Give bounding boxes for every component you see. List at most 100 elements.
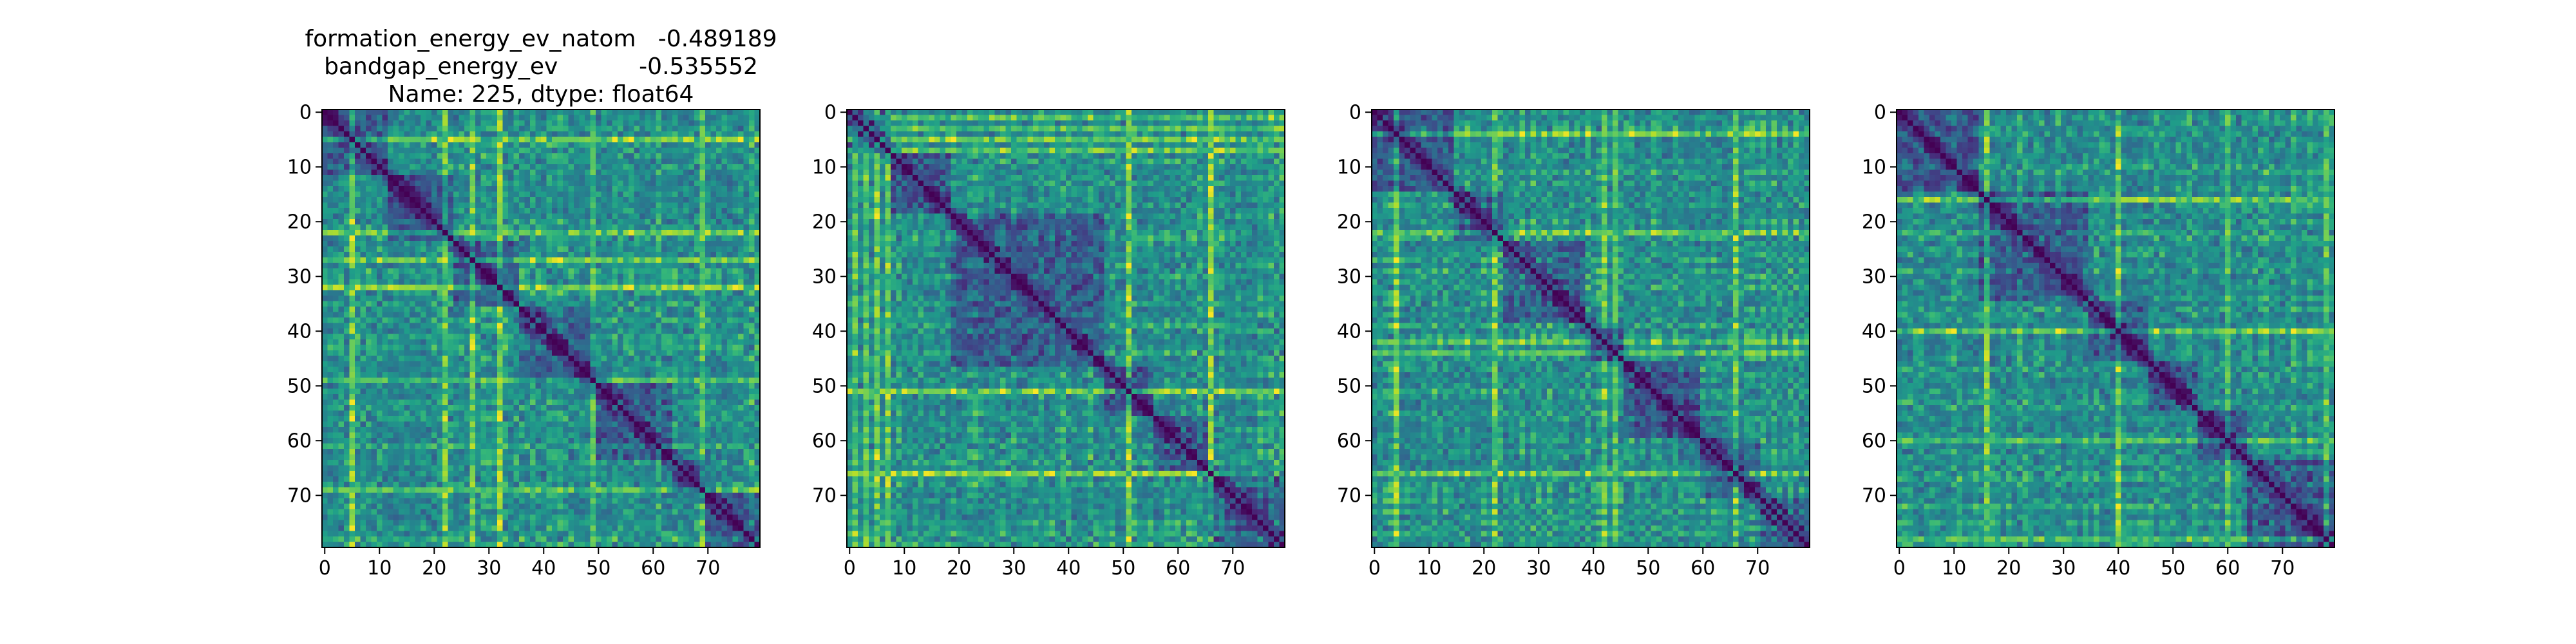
heatmap-cell	[415, 274, 421, 280]
heatmap-cell	[508, 432, 515, 439]
heatmap-cell	[464, 180, 471, 187]
heatmap-cell	[410, 350, 416, 357]
heatmap-cell	[590, 235, 596, 242]
heatmap-cell	[327, 307, 334, 313]
heatmap-cell	[677, 131, 684, 138]
heatmap-cell	[738, 169, 744, 176]
heatmap-cell	[338, 394, 345, 401]
heatmap-cell	[677, 115, 684, 121]
heatmap-cell	[327, 137, 334, 143]
heatmap-cell	[371, 350, 377, 357]
heatmap-cell	[727, 279, 734, 285]
heatmap-cell	[552, 246, 558, 252]
heatmap-cell	[596, 137, 602, 143]
heatmap-cell	[716, 230, 723, 236]
heatmap-cell	[716, 208, 723, 214]
heatmap-cell	[524, 410, 531, 417]
heatmap-cell	[410, 421, 416, 428]
heatmap-cell	[480, 115, 487, 121]
heatmap-cell	[688, 175, 695, 182]
heatmap-cell	[623, 312, 629, 318]
heatmap-cell	[623, 366, 629, 373]
heatmap-cell	[688, 137, 695, 143]
heatmap-cell	[667, 131, 673, 138]
heatmap-cell	[442, 109, 449, 116]
heatmap-cell	[491, 399, 498, 406]
heatmap-cell	[574, 317, 580, 324]
heatmap-cell	[579, 399, 585, 406]
heatmap-cell	[508, 377, 515, 384]
heatmap-cell	[486, 241, 493, 247]
heatmap-cell	[732, 268, 739, 274]
heatmap-cell	[431, 274, 438, 280]
heatmap-cell	[530, 388, 536, 395]
heatmap-cell	[388, 131, 394, 138]
heatmap-cell	[399, 186, 405, 193]
heatmap-cell	[618, 257, 624, 263]
heatmap-cell	[688, 186, 695, 193]
heatmap-cell	[410, 126, 416, 132]
heatmap-cell	[677, 175, 684, 182]
heatmap-cell	[694, 279, 701, 285]
heatmap-cell	[683, 115, 690, 121]
heatmap-cell	[464, 279, 471, 285]
heatmap-cell	[710, 345, 717, 351]
heatmap-cell	[486, 257, 493, 263]
heatmap-cell	[705, 438, 712, 444]
heatmap-cell	[634, 383, 640, 390]
heatmap-cell	[579, 366, 585, 373]
heatmap-cell	[360, 361, 366, 368]
heatmap-cell	[508, 394, 515, 401]
heatmap-cell	[650, 202, 657, 209]
heatmap-cell	[464, 290, 471, 296]
heatmap-cell	[661, 268, 668, 274]
heatmap-cell	[464, 388, 471, 395]
heatmap-cell	[491, 147, 498, 154]
heatmap-cell	[541, 377, 547, 384]
heatmap-cell	[634, 213, 640, 220]
heatmap-cell	[349, 153, 355, 160]
heatmap-cell	[442, 115, 449, 121]
heatmap-cell	[464, 126, 471, 132]
heatmap-cell	[355, 252, 361, 258]
heatmap-cell	[541, 317, 547, 324]
heatmap-cell	[585, 377, 591, 384]
heatmap-cell	[738, 158, 744, 165]
heatmap-cell	[721, 268, 728, 274]
heatmap-cell	[431, 388, 438, 395]
heatmap-cell	[557, 366, 564, 373]
heatmap-cell	[475, 285, 482, 291]
heatmap-cell	[333, 361, 339, 368]
heatmap-cell	[612, 109, 618, 116]
heatmap-cell	[530, 345, 536, 351]
heatmap-cell	[716, 312, 723, 318]
heatmap-cell	[612, 274, 618, 280]
heatmap-cell	[486, 169, 493, 176]
heatmap-cell	[667, 246, 673, 252]
heatmap-cell	[333, 339, 339, 346]
heatmap-cell	[502, 158, 509, 165]
heatmap-cell	[688, 377, 695, 384]
heatmap-cell	[530, 427, 536, 433]
heatmap-cell	[546, 175, 553, 182]
heatmap-cell	[590, 323, 596, 329]
heatmap-cell	[508, 126, 515, 132]
heatmap-cell	[535, 175, 542, 182]
heatmap-cell	[393, 323, 399, 329]
heatmap-cell	[568, 345, 574, 351]
heatmap-cell	[486, 443, 493, 450]
heatmap-cell	[639, 383, 646, 390]
heatmap-cell	[557, 197, 564, 204]
heatmap-cell	[344, 416, 350, 422]
heatmap-cell	[563, 345, 569, 351]
heatmap-cell	[497, 169, 504, 176]
heatmap-cell	[421, 208, 427, 214]
heatmap-cell	[382, 323, 388, 329]
heatmap-cell	[672, 355, 679, 362]
heatmap-cell	[508, 164, 515, 171]
heatmap-cell	[568, 328, 574, 335]
heatmap-cell	[399, 285, 405, 291]
heatmap-cell	[399, 175, 405, 182]
heatmap-cell	[716, 153, 723, 160]
heatmap-cell	[480, 312, 487, 318]
